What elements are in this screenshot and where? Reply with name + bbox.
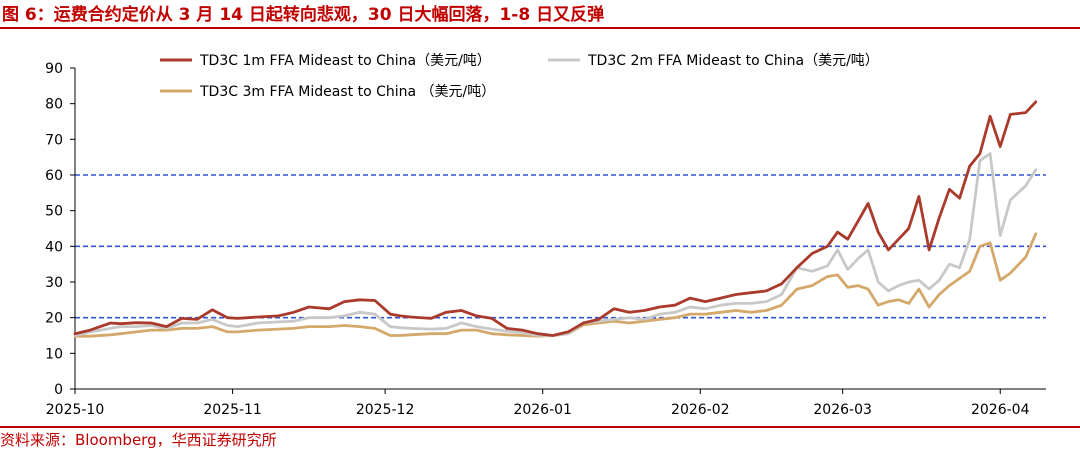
series-line-3m	[73, 232, 1038, 338]
y-tick-label: 30	[45, 275, 63, 291]
x-tick-label: 2026-04	[971, 402, 1030, 418]
x-tick-label: 2025-10	[46, 402, 105, 418]
legend: TD3C 1m FFA Mideast to China（美元/吨） TD3C 2…	[160, 53, 879, 100]
reference-lines	[75, 174, 1046, 319]
title-rule	[0, 27, 1080, 29]
y-tick-label: 90	[45, 61, 63, 77]
figure-title: 图 6：运费合约定价从 3 月 14 日起转向悲观，30 日大幅回落，1-8 日…	[2, 5, 605, 25]
series-layer	[73, 100, 1038, 338]
x-tick-label: 2026-03	[813, 402, 872, 418]
y-tick-label: 70	[45, 132, 63, 148]
legend-label-3m: TD3C 3m FFA Mideast to China （美元/吨）	[199, 84, 495, 100]
y-tick-label: 40	[45, 239, 63, 255]
y-tick-label: 80	[45, 97, 63, 113]
y-tick-label: 0	[54, 382, 63, 398]
axes: 0 10 20 30 40 50 60 70 80 90 2025-10 2025-11 2025-12…	[45, 61, 1046, 418]
series-line-1m	[73, 100, 1038, 337]
y-tick-label: 60	[45, 168, 63, 184]
legend-label-1m: TD3C 1m FFA Mideast to China（美元/吨）	[199, 53, 491, 69]
source-note: 资料来源：Bloomberg，华西证券研究所	[0, 431, 277, 449]
x-tick-label: 2026-02	[671, 402, 730, 418]
legend-label-2m: TD3C 2m FFA Mideast to China（美元/吨）	[587, 53, 879, 69]
y-tick-label: 50	[45, 204, 63, 220]
x-tick-label: 2026-01	[513, 402, 572, 418]
source-rule	[0, 426, 1080, 428]
x-tick-label: 2025-12	[356, 402, 415, 418]
y-tick-label: 20	[45, 311, 63, 327]
x-tick-label: 2025-11	[203, 402, 262, 418]
line-chart: 0 10 20 30 40 50 60 70 80 90 2025-10 2025-11 2025-12…	[45, 53, 1046, 418]
series-line-2m	[73, 152, 1038, 337]
y-tick-label: 10	[45, 346, 63, 362]
